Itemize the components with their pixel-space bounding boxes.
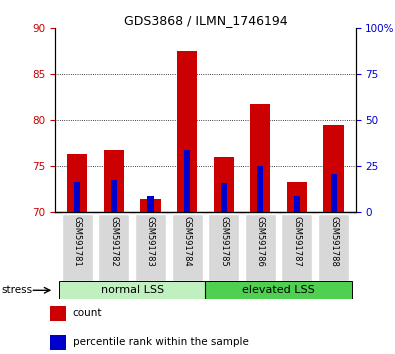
Bar [140, 199, 160, 212]
Text: GSM591784: GSM591784 [182, 216, 192, 267]
FancyBboxPatch shape [98, 214, 130, 281]
Text: stress: stress [1, 285, 32, 295]
Bar [111, 180, 117, 212]
FancyBboxPatch shape [62, 214, 93, 281]
Bar [147, 196, 154, 212]
FancyBboxPatch shape [208, 214, 239, 281]
Bar [294, 196, 300, 212]
Text: GSM591786: GSM591786 [256, 216, 265, 267]
Bar [184, 150, 190, 212]
Bar [331, 174, 337, 212]
Text: count: count [73, 308, 102, 318]
Text: normal LSS: normal LSS [101, 285, 164, 295]
Bar [177, 51, 197, 212]
FancyBboxPatch shape [318, 214, 349, 281]
Bar [59, 281, 205, 299]
Bar [67, 154, 87, 212]
Text: GSM591781: GSM591781 [73, 216, 82, 267]
Bar [257, 166, 263, 212]
Bar [250, 104, 271, 212]
Text: GSM591782: GSM591782 [109, 216, 118, 267]
Text: GSM591785: GSM591785 [219, 216, 228, 267]
Text: percentile rank within the sample: percentile rank within the sample [73, 337, 248, 347]
Text: elevated LSS: elevated LSS [242, 285, 315, 295]
Bar [104, 150, 124, 212]
Bar [324, 125, 344, 212]
Bar [214, 157, 234, 212]
Text: GSM591788: GSM591788 [329, 216, 338, 267]
Bar [50, 335, 66, 350]
FancyBboxPatch shape [245, 214, 276, 281]
Bar [205, 281, 352, 299]
Title: GDS3868 / ILMN_1746194: GDS3868 / ILMN_1746194 [124, 14, 287, 27]
Bar [50, 306, 66, 321]
FancyBboxPatch shape [281, 214, 312, 281]
Text: GSM591787: GSM591787 [292, 216, 301, 267]
Bar [221, 183, 227, 212]
FancyBboxPatch shape [171, 214, 203, 281]
FancyBboxPatch shape [135, 214, 166, 281]
Bar [287, 182, 307, 212]
Text: GSM591783: GSM591783 [146, 216, 155, 267]
Bar [74, 182, 80, 212]
